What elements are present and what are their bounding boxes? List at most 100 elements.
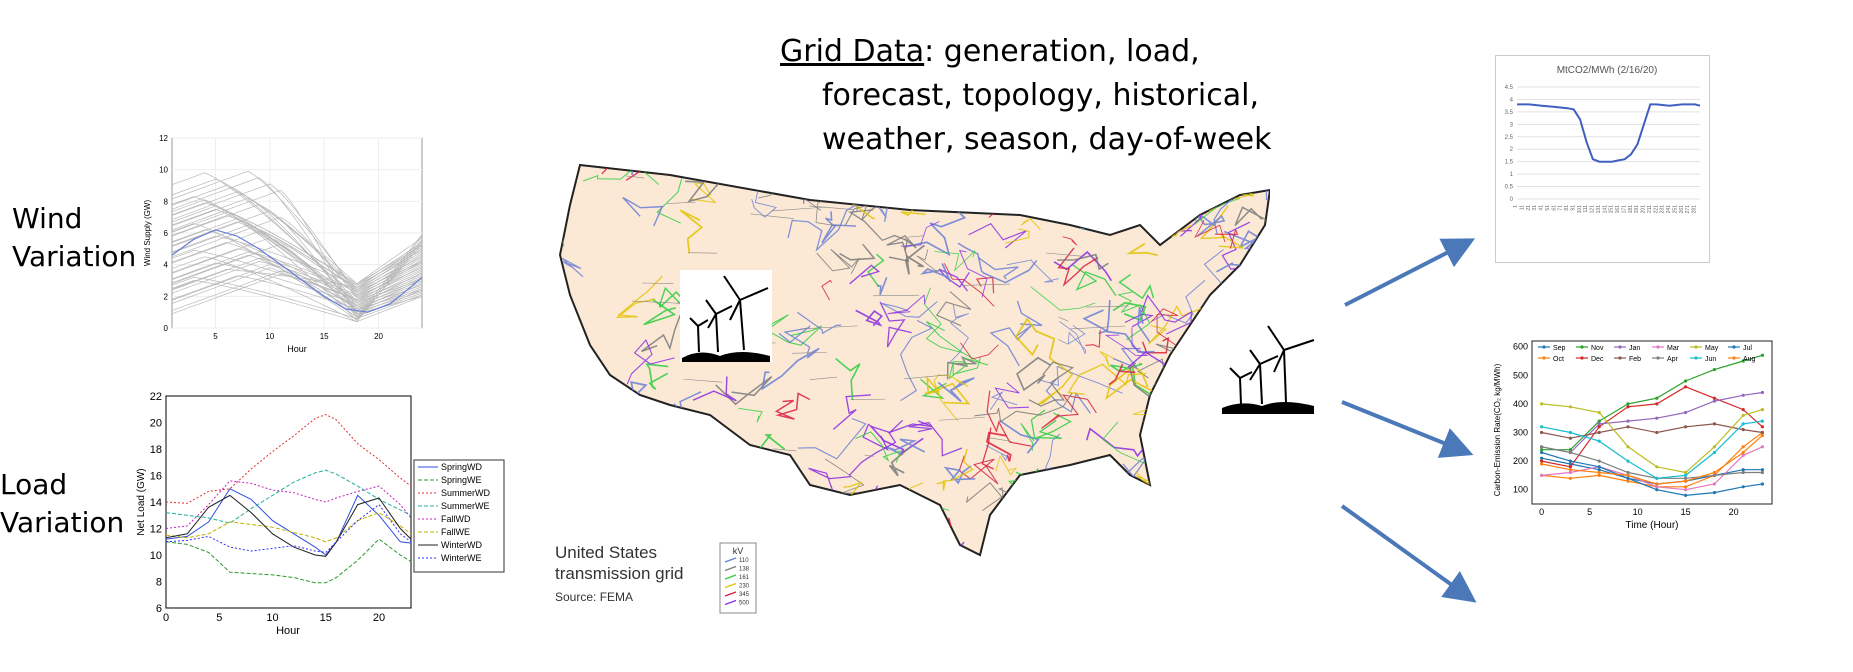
- load-label-line1: Load: [0, 468, 68, 501]
- load-ytick-label: 16: [150, 471, 162, 483]
- transmission-line: [560, 233, 565, 247]
- wind-ytick-label: 0: [164, 324, 169, 333]
- transmission-line: [778, 324, 811, 355]
- wind-background-line: [171, 280, 423, 323]
- carbon-point: [1760, 433, 1764, 437]
- carbon-point: [1712, 368, 1716, 372]
- carbon-point: [1568, 470, 1572, 475]
- grid-data-underlined: Grid Data: [780, 34, 925, 69]
- carbon-point: [1741, 413, 1745, 417]
- transmission-line: [1059, 320, 1087, 355]
- transmission-line: [990, 391, 1018, 411]
- transmission-line: [925, 321, 989, 366]
- transmission-line: [640, 475, 682, 497]
- carbon-xtick-label: 10: [1633, 507, 1643, 517]
- co2-xtick-label: 31: [1532, 205, 1538, 211]
- carbon-point: [1568, 476, 1572, 480]
- transmission-line: [1050, 522, 1080, 553]
- transmission-line: [595, 464, 629, 511]
- title-line2: forecast, topology, historical,: [822, 78, 1259, 113]
- transmission-line: [626, 405, 654, 444]
- carbon-point: [1568, 448, 1572, 452]
- state-border: [688, 252, 717, 254]
- carbon-point: [1597, 468, 1601, 472]
- carbon-legend-label: Jan: [1629, 345, 1640, 352]
- carbon-legend-marker: [1618, 356, 1622, 360]
- co2-ytick-label: 4.5: [1505, 85, 1514, 91]
- wind-background-line: [171, 250, 423, 300]
- transmission-line: [867, 253, 885, 288]
- transmission-line: [986, 390, 1032, 447]
- carbon-point: [1760, 468, 1764, 472]
- kv-legend-label: 110: [739, 558, 749, 564]
- transmission-line: [913, 165, 957, 197]
- state-border: [792, 351, 827, 354]
- carbon-ytick-label: 400: [1513, 399, 1528, 409]
- transmission-line: [876, 277, 888, 296]
- transmission-line: [730, 496, 758, 532]
- state-border: [800, 325, 858, 330]
- carbon-point: [1655, 430, 1659, 435]
- transmission-line: [761, 347, 820, 391]
- carbon-point: [1741, 408, 1745, 412]
- load-legend-label: SummerWD: [441, 488, 490, 498]
- transmission-line: [1030, 409, 1072, 440]
- co2-xtick-label: 161: [1615, 205, 1621, 214]
- transmission-line: [966, 481, 1006, 504]
- wind-background-line: [171, 218, 423, 308]
- wind-label-line1: Wind: [12, 202, 83, 235]
- transmission-line: [1230, 413, 1270, 443]
- transmission-line: [1214, 228, 1239, 249]
- state-border: [588, 447, 643, 450]
- transmission-line: [998, 419, 1040, 454]
- transmission-line: [560, 448, 579, 471]
- state-border: [773, 448, 797, 452]
- transmission-line: [908, 421, 963, 457]
- carbon-point: [1655, 402, 1659, 406]
- co2-ytick-label: 3: [1510, 122, 1514, 128]
- carbon-legend-label: May: [1705, 345, 1719, 352]
- transmission-line: [1194, 507, 1224, 546]
- transmission-line: [1070, 508, 1095, 543]
- co2-xtick-label: 211: [1647, 205, 1653, 213]
- transmission-line: [797, 417, 867, 460]
- carbon-point: [1655, 396, 1659, 400]
- wind-xtick-label: 5: [213, 332, 218, 341]
- co2-xtick-label: 21: [1526, 205, 1532, 211]
- kv-legend-swatch: [724, 574, 737, 580]
- transmission-line: [1223, 230, 1270, 250]
- arrow-to-co2-chart: [1344, 238, 1476, 307]
- carbon-point: [1540, 459, 1544, 463]
- transmission-line: [1044, 433, 1061, 470]
- load-series-FallWD: [165, 480, 412, 529]
- wind-background-line: [171, 178, 423, 285]
- transmission-line: [849, 264, 881, 285]
- transmission-line: [1111, 553, 1185, 555]
- state-border: [939, 416, 986, 421]
- transmission-line: [1099, 350, 1123, 368]
- transmission-line: [1048, 508, 1102, 555]
- transmission-line: [938, 268, 970, 292]
- transmission-line: [900, 221, 940, 247]
- carbon-xtick-label: 20: [1729, 507, 1739, 517]
- carbon-point: [1568, 450, 1572, 455]
- co2-xtick-label: 131: [1596, 205, 1602, 214]
- transmission-line: [957, 242, 1038, 284]
- transmission-line: [1004, 228, 1030, 244]
- transmission-line: [1051, 155, 1094, 164]
- carbon-legend-label: Aug: [1743, 356, 1756, 363]
- transmission-line: [945, 165, 966, 186]
- carbon-point: [1655, 465, 1659, 469]
- transmission-line: [761, 471, 803, 490]
- carbon-legend-marker: [1542, 356, 1546, 360]
- carbon-point: [1760, 430, 1764, 435]
- kv-legend-label: 500: [739, 601, 750, 607]
- co2-xtick-label: 181: [1628, 205, 1634, 214]
- carbon-point: [1540, 456, 1544, 460]
- transmission-line: [622, 196, 664, 227]
- transmission-line: [626, 338, 675, 385]
- transmission-line: [1030, 286, 1096, 311]
- carbon-ytick-label: 100: [1513, 485, 1528, 495]
- transmission-line: [856, 165, 905, 206]
- load-ytick-label: 18: [150, 444, 162, 456]
